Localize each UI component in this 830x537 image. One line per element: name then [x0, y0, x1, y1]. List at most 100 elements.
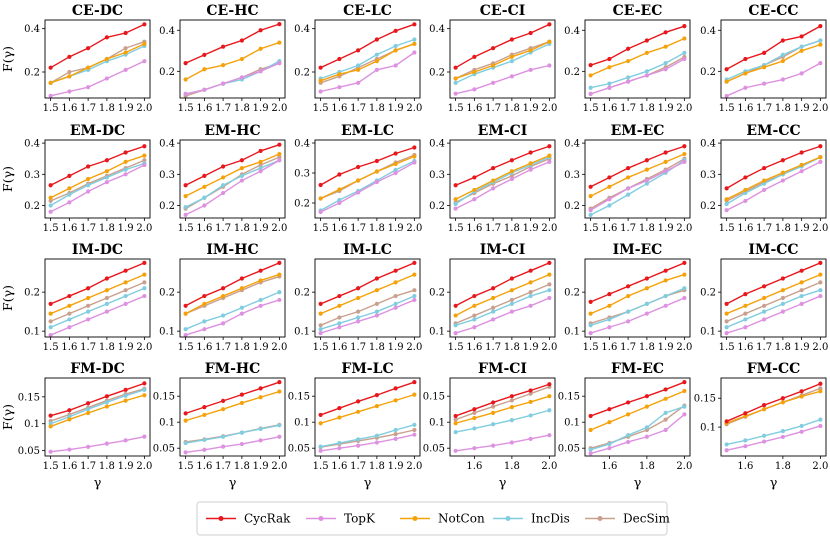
- series-line: [50, 262, 145, 305]
- panel-title: FM-CI: [478, 361, 527, 377]
- data-point: [412, 272, 417, 277]
- legend-item-decsim: DecSim: [585, 512, 671, 526]
- data-point: [472, 293, 477, 299]
- data-point: [626, 192, 631, 197]
- data-point: [86, 317, 91, 322]
- data-point: [472, 187, 477, 193]
- series-notcon: [183, 272, 282, 316]
- data-point: [221, 190, 226, 196]
- x-tick-label: 2.0: [541, 103, 557, 114]
- data-point: [818, 42, 823, 47]
- x-axis-label: γ: [364, 476, 372, 491]
- series-line: [185, 159, 280, 208]
- data-point: [743, 187, 748, 193]
- data-point: [607, 325, 612, 330]
- series-topk: [724, 61, 823, 99]
- x-tick-label: 1.6: [61, 461, 77, 472]
- data-point: [762, 50, 767, 55]
- data-point: [318, 444, 323, 449]
- data-point: [626, 284, 631, 289]
- x-tick-label: 2.0: [136, 461, 152, 472]
- y-tick-label: 0.05: [423, 444, 445, 455]
- data-point: [318, 301, 323, 306]
- data-point: [509, 54, 514, 59]
- series-line: [320, 429, 415, 448]
- y-tick-label: 0.1: [700, 327, 716, 338]
- data-point: [607, 81, 612, 86]
- series-notcon: [48, 41, 147, 85]
- data-point: [104, 35, 109, 40]
- data-point: [104, 76, 109, 81]
- data-point: [258, 169, 263, 174]
- data-point: [743, 303, 748, 308]
- data-point: [780, 38, 785, 43]
- data-point: [142, 293, 147, 299]
- data-point: [104, 400, 109, 405]
- series-incdis: [453, 408, 552, 435]
- legend-item-cycrak: CycRak: [206, 512, 291, 526]
- series-incdis: [48, 387, 147, 426]
- data-point: [258, 148, 263, 154]
- series-topk: [588, 295, 687, 336]
- data-point: [799, 150, 804, 155]
- series-line: [50, 164, 145, 213]
- data-point: [277, 61, 282, 66]
- data-point: [663, 268, 668, 273]
- series-line: [320, 43, 415, 82]
- data-point: [453, 417, 458, 422]
- x-tick-label: 1.6: [466, 103, 482, 114]
- data-point: [183, 61, 188, 66]
- x-tick-label: 1.6: [466, 342, 482, 353]
- data-point: [799, 288, 804, 293]
- data-point: [258, 46, 263, 51]
- series-line: [320, 23, 415, 69]
- x-tick-label: 1.8: [99, 103, 115, 114]
- series-line: [455, 262, 550, 307]
- series-notcon: [724, 272, 823, 316]
- data-point: [374, 313, 379, 318]
- data-point: [374, 52, 379, 57]
- series-cycrak: [48, 381, 147, 418]
- data-point: [142, 434, 147, 439]
- data-point: [202, 52, 207, 57]
- data-point: [762, 165, 767, 171]
- panel-em-dc: EM-DC 1.5 1.6 1.7 1.8 1.9 2.0 0.2 0.3 0.4 F(γ): [0, 123, 152, 234]
- series-cycrak: [183, 22, 282, 66]
- data-point: [724, 325, 729, 330]
- data-point: [724, 79, 729, 84]
- series-line: [50, 43, 145, 84]
- series-cycrak: [724, 144, 823, 191]
- data-point: [762, 178, 767, 183]
- data-point: [123, 398, 128, 403]
- series-line: [726, 418, 821, 446]
- y-tick-label: 0.2: [294, 68, 310, 79]
- x-tick-label: 1.9: [658, 223, 674, 234]
- data-point: [724, 208, 729, 213]
- data-point: [528, 388, 533, 393]
- series-line: [590, 145, 685, 188]
- plot-frame: [720, 258, 827, 338]
- data-point: [780, 434, 785, 440]
- data-point: [86, 295, 91, 301]
- data-point: [588, 85, 593, 90]
- panel-title: FM-CC: [747, 361, 801, 377]
- data-point: [356, 437, 361, 442]
- data-point: [412, 22, 417, 27]
- series-decsim: [48, 158, 147, 203]
- x-tick-label: 1.7: [350, 461, 366, 472]
- data-point: [818, 24, 823, 29]
- x-tick-label: 1.7: [80, 103, 96, 114]
- x-tick-label: 1.5: [719, 103, 735, 114]
- series-line: [185, 60, 280, 95]
- data-point: [743, 438, 748, 443]
- data-point: [337, 172, 342, 177]
- data-point: [258, 162, 263, 168]
- x-tick-label: 1.6: [196, 223, 212, 234]
- x-tick-label: 1.6: [737, 103, 753, 114]
- data-point: [682, 272, 687, 277]
- series-line: [50, 41, 145, 84]
- x-tick-label: 1.5: [43, 461, 59, 472]
- data-point: [724, 301, 729, 306]
- data-point: [528, 30, 533, 36]
- data-point: [762, 317, 767, 322]
